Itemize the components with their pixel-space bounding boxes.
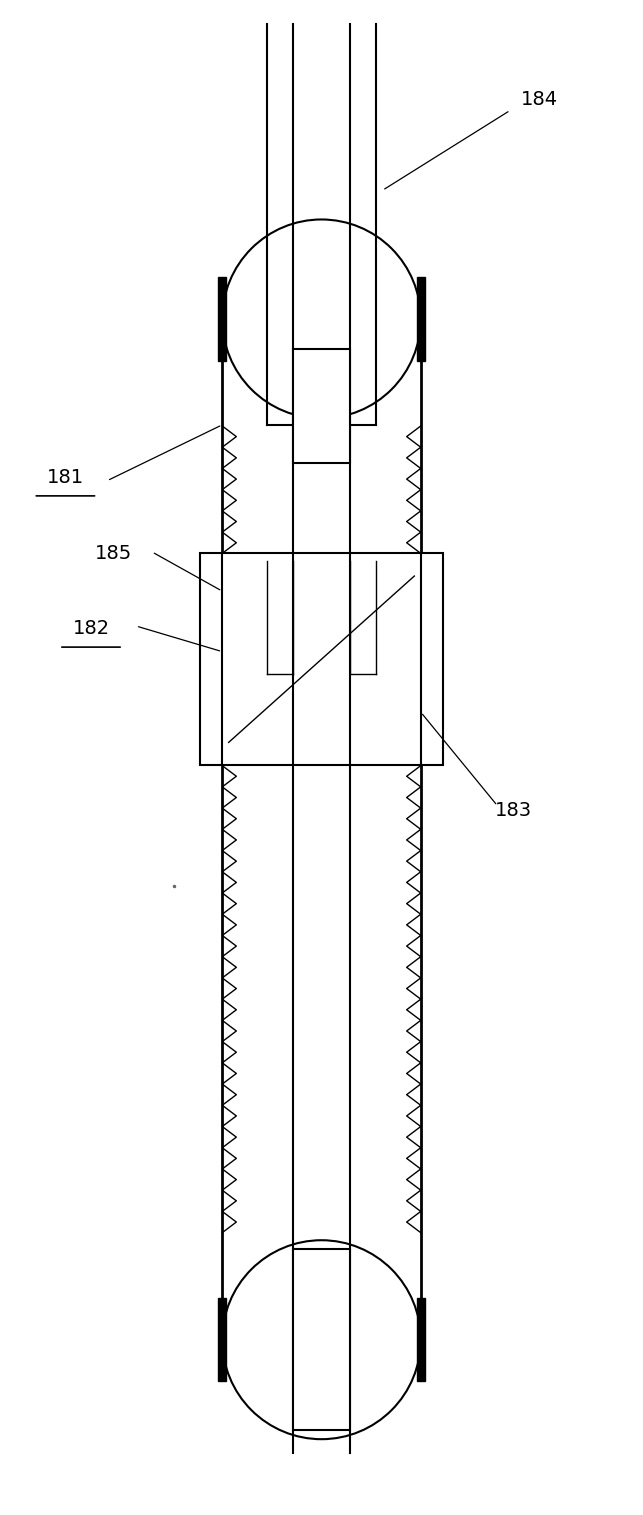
Text: 183: 183 [495, 801, 532, 820]
Text: 185: 185 [95, 544, 132, 564]
Text: 184: 184 [521, 91, 557, 109]
Ellipse shape [222, 1241, 421, 1439]
Polygon shape [293, 1248, 350, 1430]
Polygon shape [417, 1298, 424, 1382]
Polygon shape [219, 277, 226, 361]
Text: 181: 181 [47, 468, 84, 488]
Polygon shape [200, 553, 443, 765]
Polygon shape [293, 348, 350, 462]
Ellipse shape [222, 220, 421, 418]
Text: 182: 182 [73, 620, 109, 638]
Polygon shape [417, 277, 424, 361]
Polygon shape [219, 1298, 226, 1382]
